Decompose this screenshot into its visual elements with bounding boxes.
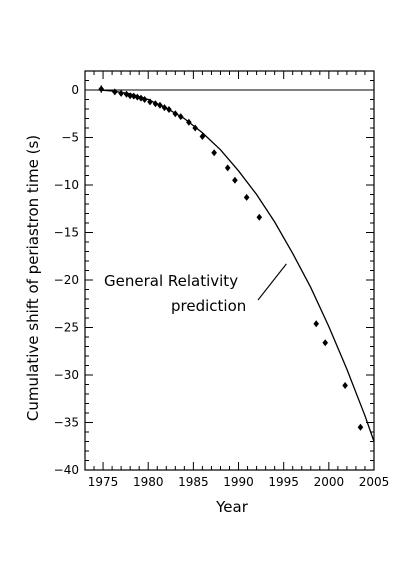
data-point <box>322 339 329 347</box>
data-point <box>141 96 148 103</box>
x-axis-title: Year <box>215 498 249 516</box>
data-point <box>313 320 319 328</box>
gr-prediction-curve <box>98 89 375 442</box>
data-point <box>130 92 137 100</box>
y-tick-label: −25 <box>54 321 79 335</box>
data-point <box>192 124 198 132</box>
data-point <box>152 100 159 108</box>
x-tick-label: 2005 <box>359 475 390 489</box>
data-point <box>224 164 231 172</box>
data-point <box>357 423 364 431</box>
data-point <box>177 113 184 121</box>
data-point <box>256 213 263 221</box>
data-point <box>98 85 105 93</box>
data-point <box>199 133 206 141</box>
data-point <box>166 105 172 113</box>
y-tick-label: −20 <box>54 273 79 287</box>
y-tick-label: −30 <box>54 368 79 382</box>
x-tick-label: 1995 <box>268 475 299 489</box>
data-point <box>157 101 163 109</box>
data-point <box>186 118 192 126</box>
y-tick-label: −40 <box>54 463 79 477</box>
data-point <box>172 110 179 118</box>
data-point <box>147 98 153 106</box>
data-point <box>127 92 133 100</box>
x-tick-label: 1990 <box>223 475 254 489</box>
data-point <box>112 88 118 96</box>
data-point <box>342 381 348 389</box>
y-tick-label: −35 <box>54 416 79 430</box>
annotation-leader-line <box>257 263 287 301</box>
x-tick-label: 1980 <box>133 475 164 489</box>
data-point <box>211 149 217 157</box>
y-tick-label: −15 <box>54 226 79 240</box>
y-tick-label: −10 <box>54 178 79 192</box>
data-point <box>118 89 124 97</box>
y-tick-label: −5 <box>61 131 79 145</box>
data-point <box>161 104 168 112</box>
data-point <box>232 176 238 184</box>
annotation-line-2: prediction <box>171 297 246 315</box>
data-point <box>134 93 141 101</box>
x-tick-label: 1975 <box>88 475 119 489</box>
y-axis-title: Cumulative shift of periastron time (s) <box>24 135 42 421</box>
plot-frame <box>84 70 375 471</box>
annotation-line-1: General Relativity <box>104 272 238 290</box>
y-tick-label: 0 <box>71 83 79 97</box>
data-point <box>243 193 250 201</box>
x-tick-label: 2000 <box>314 475 345 489</box>
x-tick-label: 1985 <box>178 475 209 489</box>
data-point <box>138 94 144 102</box>
